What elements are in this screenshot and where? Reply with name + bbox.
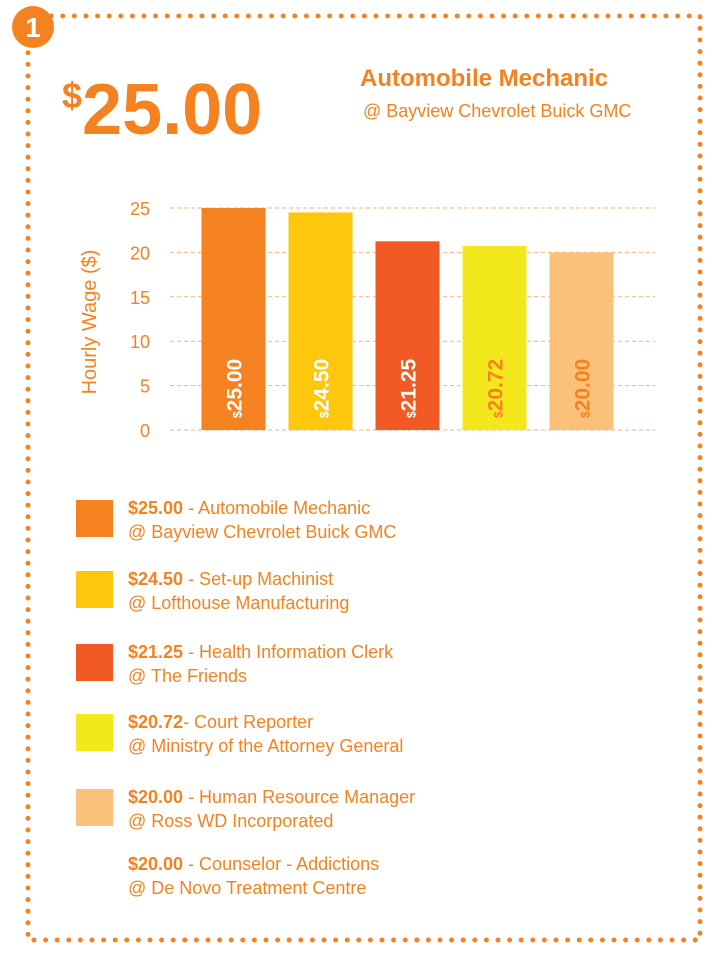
legend-amount: $20.00	[128, 854, 183, 874]
legend-amount: $21.25	[128, 642, 183, 662]
legend-line: $20.72- Court Reporter	[128, 712, 313, 732]
headline-subtitle: @ Bayview Chevrolet Buick GMC	[363, 101, 631, 121]
legend-line: $24.50 - Set-up Machinist	[128, 569, 333, 589]
legend-employer: @ Ministry of the Attorney General	[128, 736, 403, 756]
legend-role: - Automobile Mechanic	[183, 498, 370, 518]
legend-swatch	[76, 644, 113, 681]
bar	[288, 212, 353, 430]
legend-role: - Court Reporter	[183, 712, 313, 732]
legend-employer: @ De Novo Treatment Centre	[128, 878, 366, 898]
legend-employer: @ The Friends	[128, 666, 247, 686]
legend-amount: $25.00	[128, 498, 183, 518]
bar	[201, 208, 266, 430]
legend-amount: $20.72	[128, 712, 183, 732]
bar	[375, 241, 440, 430]
legend-line: $20.00 - Human Resource Manager	[128, 787, 415, 807]
headline-amount: $25.00	[62, 70, 262, 150]
legend-role: - Human Resource Manager	[183, 787, 415, 807]
bar-value-label: $20.00	[572, 359, 595, 418]
bar	[462, 246, 527, 430]
legend-amount: $24.50	[128, 569, 183, 589]
legend-swatch	[76, 714, 113, 751]
legend-employer: @ Lofthouse Manufacturing	[128, 593, 349, 613]
legend-role: - Counselor - Addictions	[183, 854, 379, 874]
bar	[549, 252, 614, 430]
legend-employer: @ Ross WD Incorporated	[128, 811, 333, 831]
legend-line: $25.00 - Automobile Mechanic	[128, 498, 370, 518]
y-tick-label: 5	[140, 377, 150, 397]
legend-swatch	[76, 789, 113, 826]
y-tick-label: 25	[130, 199, 150, 219]
y-tick-label: 10	[130, 332, 150, 352]
bar-value-label: $20.72	[485, 359, 508, 418]
y-tick-label: 15	[130, 288, 150, 308]
dotted-border	[25, 13, 703, 943]
legend-line: $20.00 - Counselor - Addictions	[128, 854, 379, 874]
bar-value-label: $24.50	[311, 359, 334, 418]
legend-role: - Health Information Clerk	[183, 642, 394, 662]
legend-swatch	[76, 571, 113, 608]
legend-role: - Set-up Machinist	[183, 569, 333, 589]
headline-title: Automobile Mechanic	[360, 65, 608, 92]
legend-employer: @ Bayview Chevrolet Buick GMC	[128, 522, 396, 542]
legend-line: $21.25 - Health Information Clerk	[128, 642, 394, 662]
legend-amount: $20.00	[128, 787, 183, 807]
y-tick-label: 0	[140, 421, 150, 441]
y-tick-label: 20	[130, 243, 150, 263]
badge-circle	[12, 6, 54, 48]
y-axis-label: Hourly Wage ($)	[79, 250, 101, 395]
bar-value-label: $25.00	[224, 359, 247, 418]
bar-value-label: $21.25	[398, 358, 421, 418]
legend-swatch	[76, 500, 113, 537]
badge-number: 1	[25, 12, 41, 43]
